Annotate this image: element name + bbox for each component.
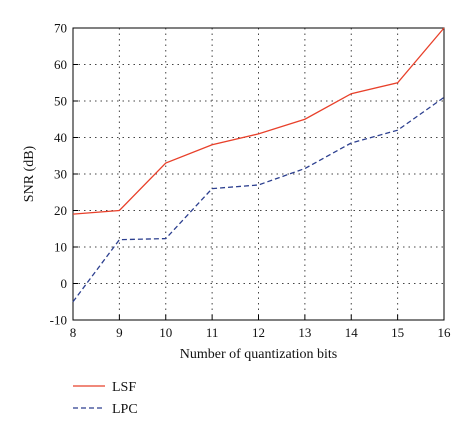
y-tick-label: 30: [54, 167, 67, 182]
y-axis-label: SNR (dB): [22, 145, 37, 202]
x-tick-label: 12: [252, 325, 265, 340]
series-line-lpc: [72, 96, 445, 303]
y-tick-label: 70: [54, 21, 67, 36]
x-tick-label: 13: [298, 325, 311, 340]
legend-label-lpc: LPC: [112, 402, 138, 417]
legend: LSF LPC: [73, 380, 138, 417]
y-tick-label: 10: [54, 240, 67, 255]
y-tick-label: 60: [54, 57, 67, 72]
legend-label-lsf: LSF: [112, 380, 136, 395]
axis-ticks: 8 9 10 11 12 13 14 15 16 -10 0 10 20 30 40 50 60 70: [50, 21, 451, 341]
x-tick-label: 9: [116, 325, 123, 340]
y-tick-label: 20: [54, 203, 67, 218]
x-tick-label: 11: [206, 325, 219, 340]
x-tick-label: 10: [159, 325, 172, 340]
y-tick-label: -10: [50, 313, 67, 328]
series-lines: [72, 27, 445, 303]
x-tick-label: 15: [391, 325, 404, 340]
grid-lines: [73, 28, 444, 320]
y-tick-label: 40: [54, 130, 67, 145]
x-tick-label: 16: [438, 325, 452, 340]
series-line-lsf: [72, 27, 445, 215]
x-axis-label: Number of quantization bits: [180, 347, 337, 362]
x-tick-label: 14: [345, 325, 359, 340]
x-tick-label: 8: [70, 325, 77, 340]
y-tick-label: 50: [54, 94, 67, 109]
y-tick-label: 0: [61, 276, 68, 291]
